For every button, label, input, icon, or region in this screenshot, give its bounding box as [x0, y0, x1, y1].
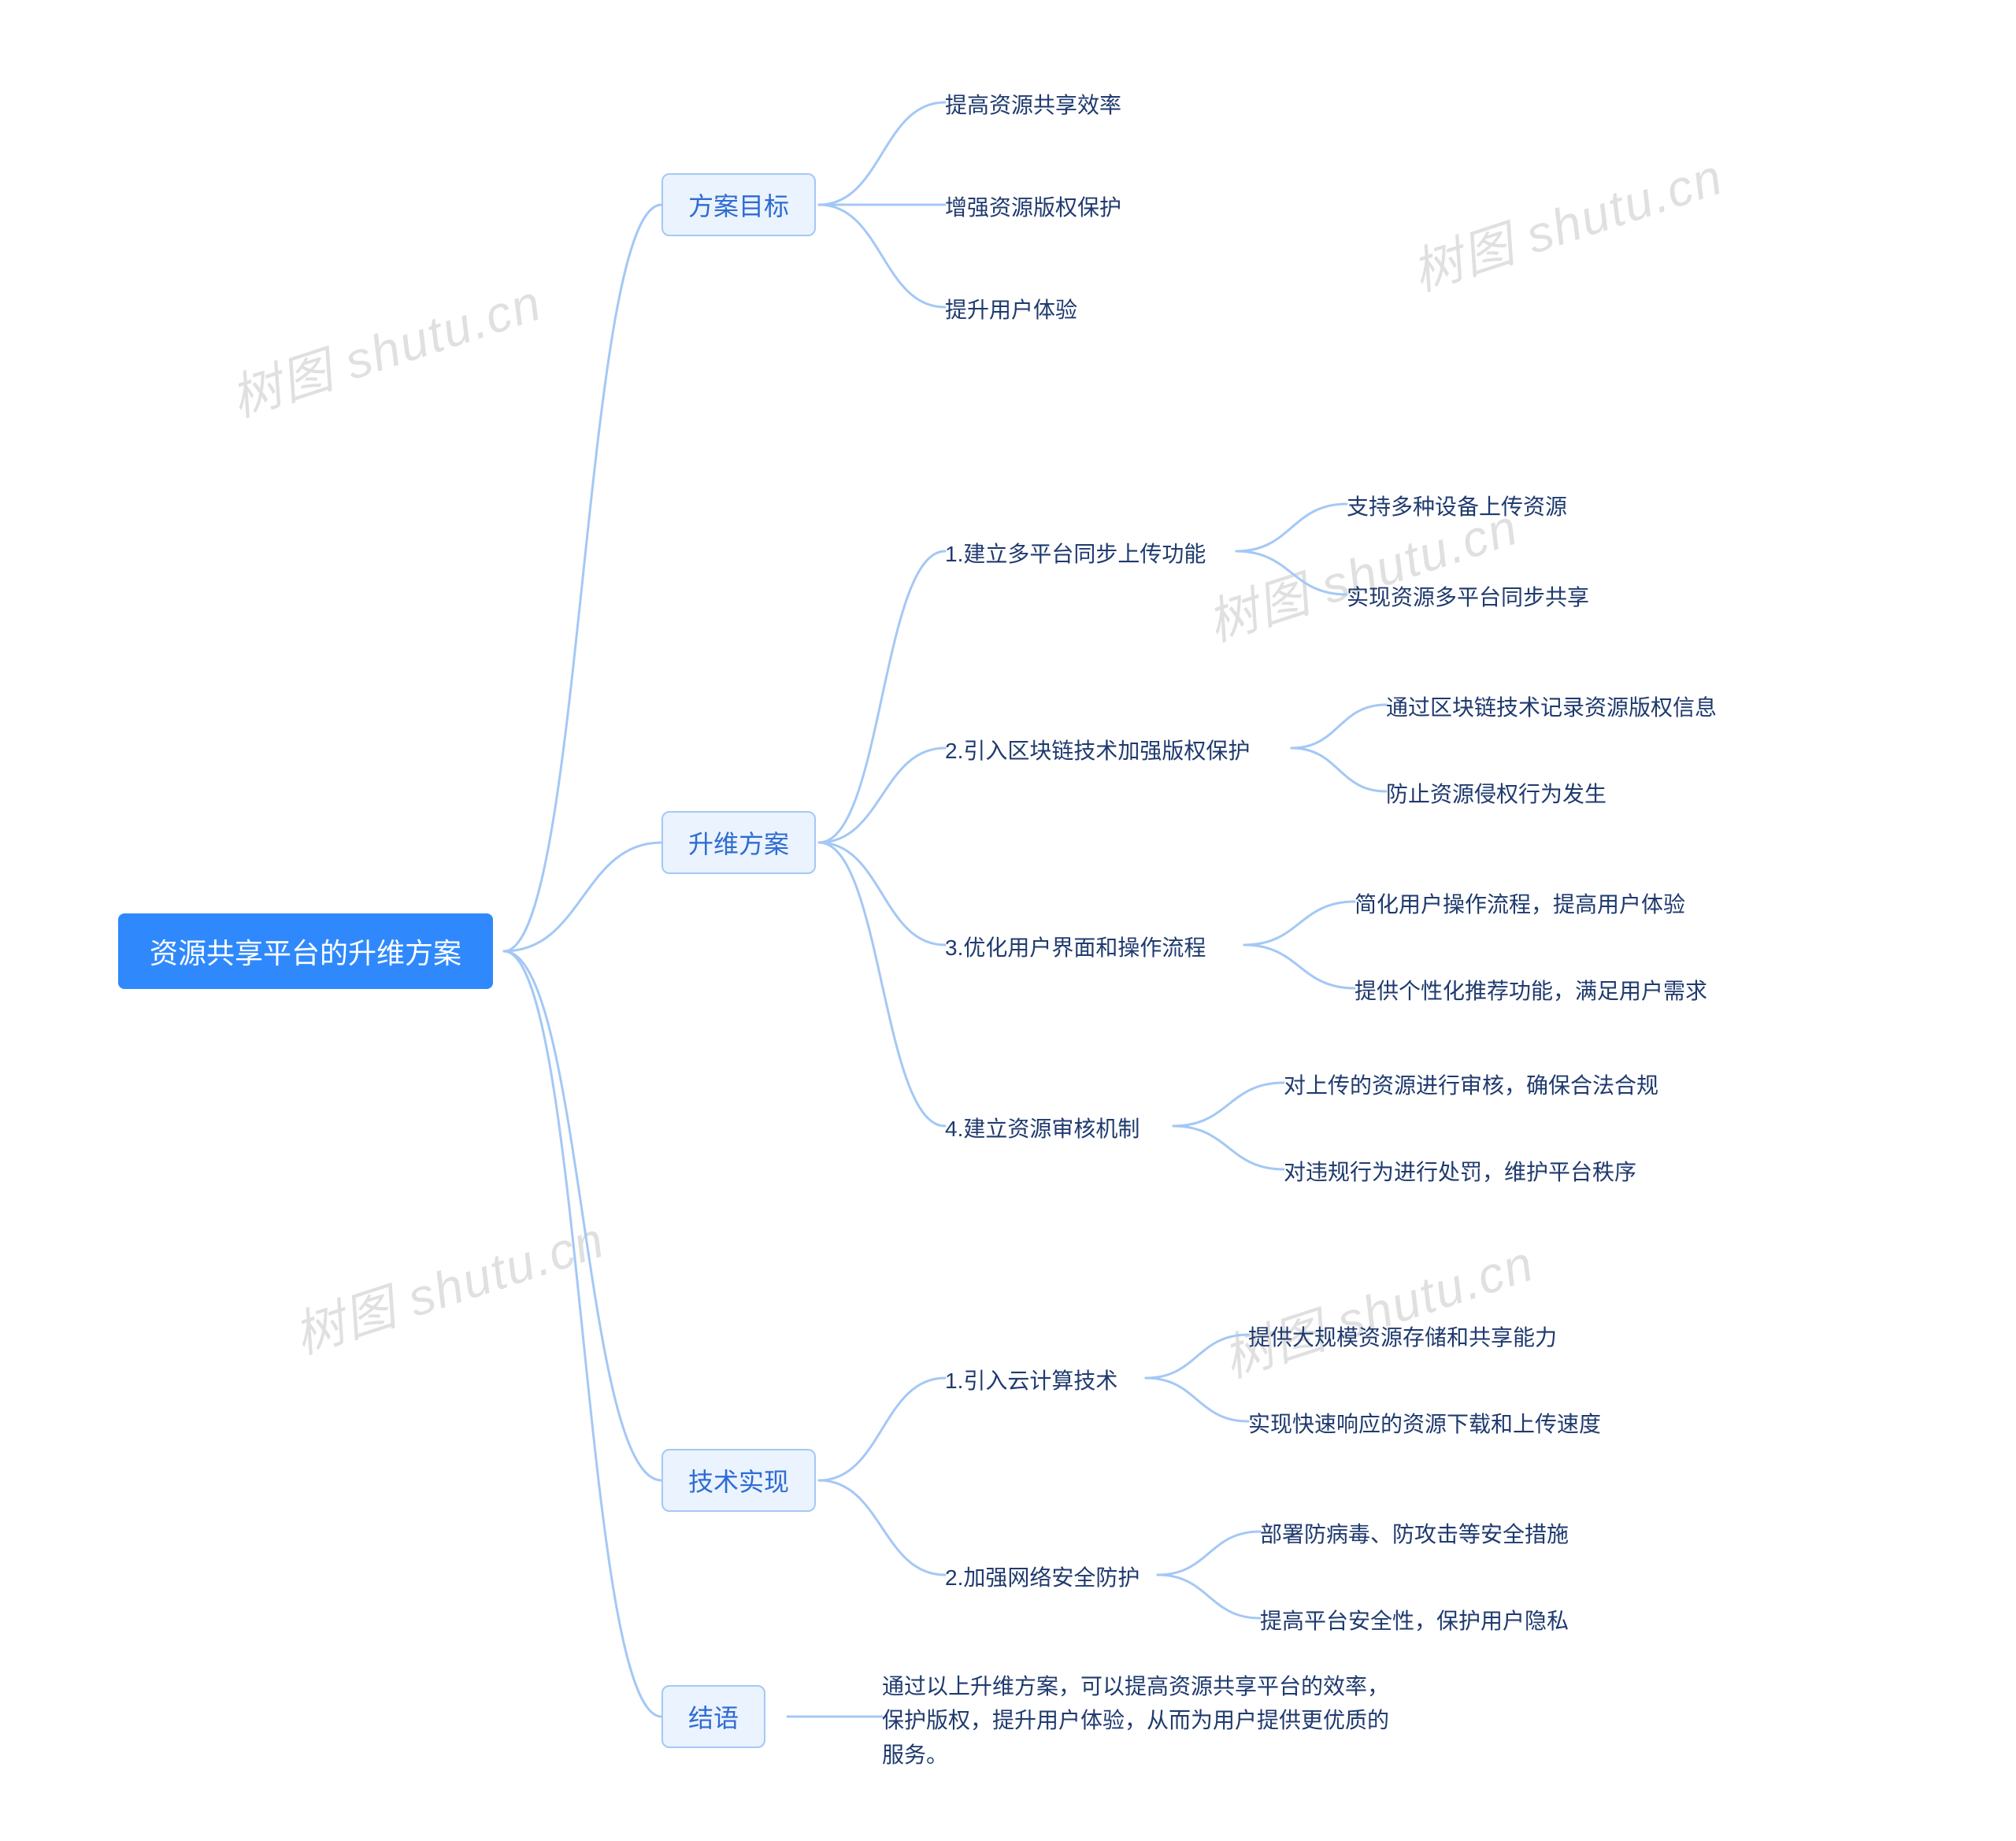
leaf[interactable]: 支持多种设备上传资源: [1347, 490, 1567, 521]
branch-goals[interactable]: 方案目标: [662, 173, 816, 236]
leaf[interactable]: 对违规行为进行处罚，维护平台秩序: [1284, 1155, 1636, 1187]
sub-node[interactable]: 2.引入区块链技术加强版权保护: [945, 734, 1250, 765]
branch-tech[interactable]: 技术实现: [662, 1449, 816, 1512]
summary-text: 通过以上升维方案，可以提高资源共享平台的效率，保护版权，提升用户体验，从而为用户…: [882, 1669, 1410, 1772]
leaf[interactable]: 提高资源共享效率: [945, 88, 1121, 120]
leaf[interactable]: 部署防病毒、防攻击等安全措施: [1260, 1517, 1569, 1549]
leaf[interactable]: 简化用户操作流程，提高用户体验: [1354, 887, 1685, 919]
sub-node[interactable]: 3.优化用户界面和操作流程: [945, 931, 1206, 962]
watermark: 树图 shutu.cn: [1213, 1223, 1542, 1391]
leaf[interactable]: 提供个性化推荐功能，满足用户需求: [1354, 974, 1707, 1006]
mindmap-canvas: 树图 shutu.cn 树图 shutu.cn 树图 shutu.cn 树图 s…: [0, 0, 2016, 1841]
sub-node[interactable]: 1.建立多平台同步上传功能: [945, 537, 1206, 569]
root-node[interactable]: 资源共享平台的升维方案: [118, 913, 493, 989]
leaf[interactable]: 实现资源多平台同步共享: [1347, 580, 1589, 612]
leaf[interactable]: 增强资源版权保护: [945, 191, 1121, 222]
leaf[interactable]: 通过区块链技术记录资源版权信息: [1386, 691, 1717, 722]
leaf[interactable]: 提供大规模资源存储和共享能力: [1248, 1321, 1557, 1352]
leaf[interactable]: 对上传的资源进行审核，确保合法合规: [1284, 1069, 1658, 1100]
watermark: 树图 shutu.cn: [1402, 136, 1731, 305]
sub-node[interactable]: 4.建立资源审核机制: [945, 1112, 1140, 1143]
leaf[interactable]: 提高平台安全性，保护用户隐私: [1260, 1604, 1569, 1635]
branch-plan[interactable]: 升维方案: [662, 811, 816, 874]
sub-node[interactable]: 1.引入云计算技术: [945, 1364, 1117, 1395]
branch-summary[interactable]: 结语: [662, 1685, 765, 1748]
leaf[interactable]: 防止资源侵权行为发生: [1386, 777, 1606, 809]
sub-node[interactable]: 2.加强网络安全防护: [945, 1561, 1140, 1592]
leaf[interactable]: 提升用户体验: [945, 293, 1077, 324]
watermark: 树图 shutu.cn: [220, 262, 550, 431]
watermark: 树图 shutu.cn: [284, 1199, 613, 1368]
leaf[interactable]: 实现快速响应的资源下载和上传速度: [1248, 1407, 1601, 1439]
